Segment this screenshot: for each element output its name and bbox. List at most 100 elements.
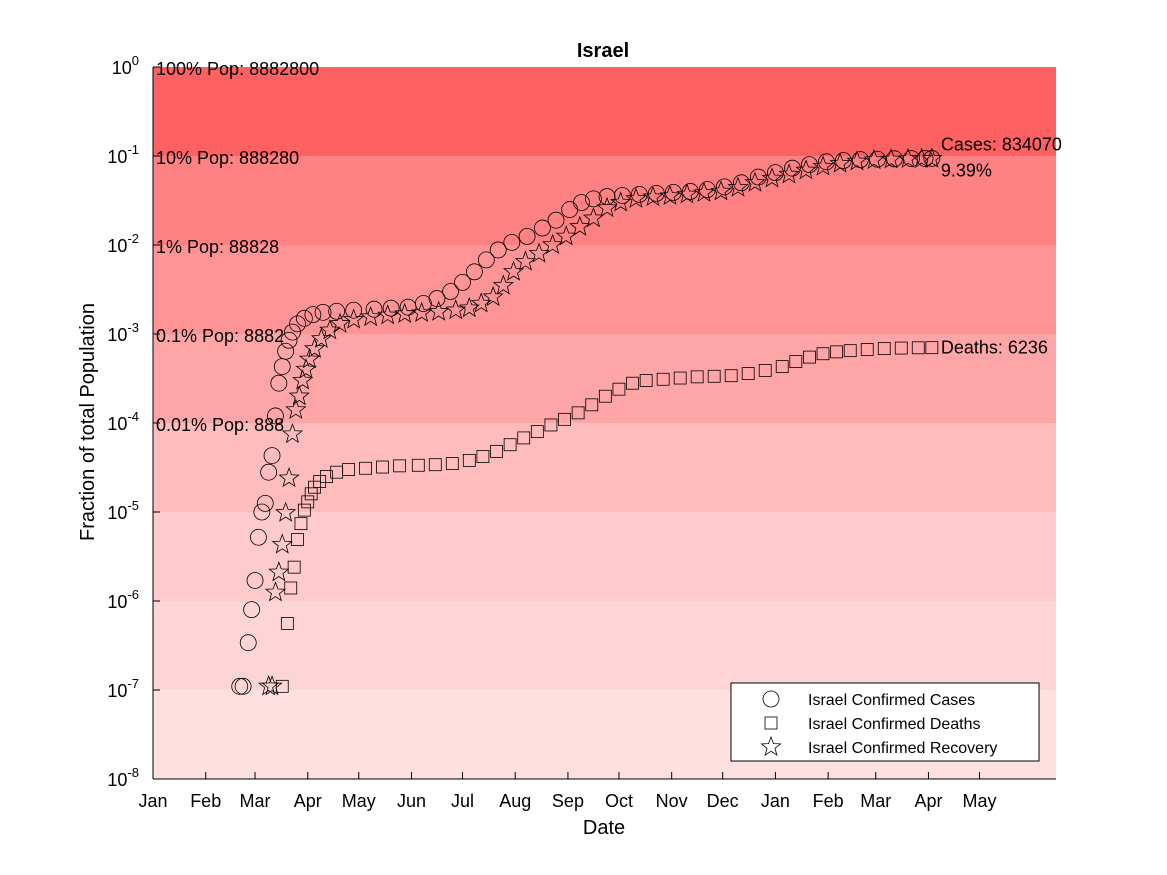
circle-point [382, 299, 400, 317]
star-point [795, 159, 817, 180]
circle-point [284, 323, 301, 341]
circle-point [801, 156, 818, 174]
star-point [343, 308, 365, 329]
square-point [291, 533, 304, 546]
axes: 10-8 10-7 10-6 10-5 10-4 10-3 10-2 10-1 100 Jan Fe… [107, 53, 1056, 811]
square-point [287, 560, 301, 574]
y-tick-label: 10-4 [107, 409, 139, 434]
circle-point [253, 503, 271, 521]
x-tick-label: May [962, 791, 996, 811]
band-label: 0.1% Pop: 8882 [156, 326, 284, 346]
x-tick-label: Feb [813, 791, 844, 811]
square-point [476, 450, 490, 463]
square-point [428, 458, 442, 472]
x-tick-label: Aug [499, 791, 531, 811]
square-point [359, 461, 372, 475]
star-point [275, 501, 297, 522]
square-point [830, 345, 844, 359]
square-point [301, 495, 315, 509]
square-point [925, 341, 939, 355]
square-point [639, 374, 653, 387]
band-labels: 100% Pop: 8882800 10% Pop: 888280 1% Pop: … [156, 59, 319, 435]
square-point [911, 341, 925, 355]
square-point [816, 347, 830, 361]
y-axis-label: Fraction of total Population [77, 303, 99, 541]
circle-point [328, 302, 346, 320]
star-point [278, 467, 300, 488]
square-point [558, 412, 571, 426]
square-point [789, 355, 803, 368]
x-tick-label: Dec [707, 791, 739, 811]
circle-point [489, 241, 507, 259]
square-point [280, 617, 294, 630]
circle-point [345, 301, 363, 319]
star-point [288, 385, 310, 406]
circle-point [750, 168, 767, 186]
circle-point [818, 153, 835, 171]
band-4 [153, 334, 1056, 423]
y-tick-label: 10-5 [107, 498, 139, 523]
band-1 [153, 601, 1056, 690]
star-point [458, 297, 480, 318]
star-point [863, 148, 885, 170]
circle-point [277, 342, 295, 360]
star-point [555, 225, 577, 246]
square-point [860, 343, 874, 356]
circle-point [715, 178, 733, 196]
legend-marker-star [760, 735, 782, 757]
circle-point [547, 211, 565, 229]
y-tick-label: 10-6 [107, 587, 139, 612]
square-point [376, 460, 389, 474]
star-point [829, 152, 851, 173]
star-point [610, 191, 632, 212]
star-point [693, 181, 715, 202]
square-point [275, 679, 289, 693]
square-point [503, 438, 517, 452]
x-tick-label: Jan [761, 791, 790, 811]
circle-point [534, 219, 551, 237]
star-point [596, 196, 618, 218]
square-point [598, 389, 612, 403]
circle-point [784, 159, 801, 177]
star-point [492, 274, 514, 295]
series-square [275, 341, 939, 693]
end-annotation: Cases: 834070 [941, 134, 1062, 154]
star-point [846, 150, 868, 171]
star-point [761, 167, 783, 188]
circle-point [295, 309, 313, 327]
square-point [294, 517, 308, 531]
x-tick-label: Mar [240, 791, 271, 811]
star-point [394, 302, 416, 323]
star-point [445, 299, 467, 320]
y-tick-label: 10-3 [107, 320, 139, 345]
star-point [411, 301, 433, 323]
circle-point [239, 634, 257, 652]
circle-point [477, 251, 495, 269]
star-point [377, 304, 399, 325]
circle-point [256, 494, 274, 512]
end-annotation: 9.39% [941, 160, 992, 180]
square-point [571, 406, 585, 420]
star-point [582, 207, 605, 228]
x-tick-label: Nov [656, 791, 688, 811]
star-point [360, 305, 382, 327]
circle-point [598, 188, 616, 205]
circle-point [923, 150, 941, 167]
square-point [490, 444, 503, 458]
legend-marker-circle [762, 690, 780, 708]
star-point [298, 348, 321, 369]
square-point [544, 418, 558, 432]
star-point [514, 250, 537, 271]
square-point [758, 363, 772, 377]
square-point [462, 453, 476, 467]
star-point [542, 233, 564, 255]
band-label: 1% Pop: 88828 [156, 237, 279, 257]
star-point [744, 171, 766, 192]
circle-point [250, 528, 267, 546]
star-point [268, 561, 290, 582]
legend-entry: Israel Confirmed Deaths [808, 716, 981, 733]
star-point [329, 312, 351, 333]
circle-point [442, 283, 459, 300]
circle-point [518, 227, 536, 245]
star-point [921, 147, 943, 168]
